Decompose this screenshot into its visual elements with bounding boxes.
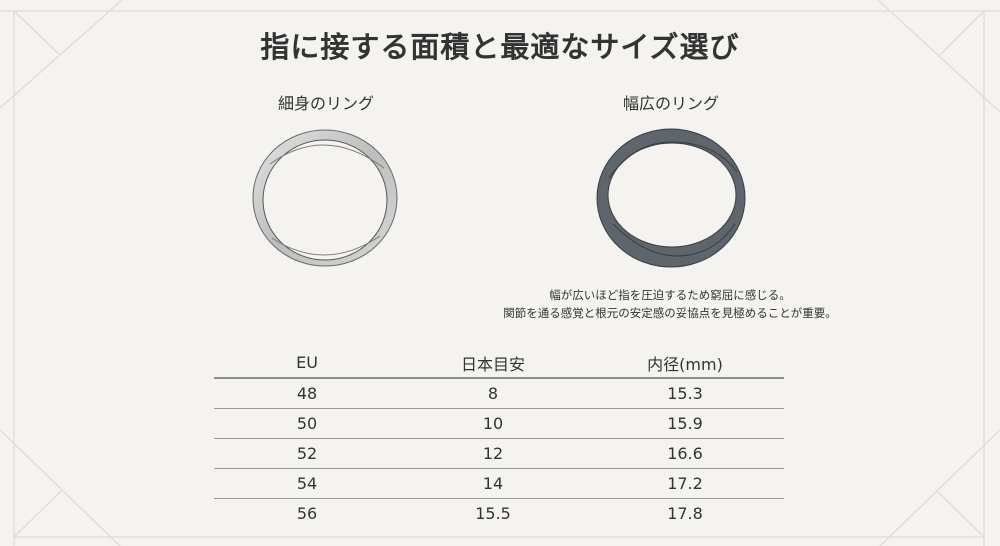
cell-diameter: 17.8 — [667, 504, 703, 523]
cell-eu: 56 — [296, 504, 318, 523]
cell-jp: 8 — [487, 384, 499, 403]
header-diameter: 内径(mm) — [647, 354, 723, 374]
cell-eu: 52 — [296, 444, 318, 463]
header-eu: EU — [296, 353, 318, 372]
cell-diameter: 16.6 — [667, 444, 703, 463]
cell-jp: 10 — [482, 414, 504, 433]
cell-jp: 15.5 — [475, 504, 511, 523]
cell-eu: 48 — [296, 384, 318, 403]
table-row: 52 12 16.6 — [214, 439, 784, 469]
cell-eu: 50 — [296, 414, 318, 433]
cell-eu: 54 — [296, 474, 318, 493]
note-line-1: 幅が広いほど指を圧迫するため窮屈に感じる。 — [549, 288, 791, 302]
cell-diameter: 15.3 — [667, 384, 703, 403]
ring-width-note: 幅が広いほど指を圧迫するため窮屈に感じる。 関節を通る感覚と根元の安定感の妥協点… — [470, 286, 870, 322]
table-header-row: EU 日本目安 内径(mm) — [214, 348, 784, 379]
cell-diameter: 15.9 — [667, 414, 703, 433]
cell-jp: 14 — [482, 474, 504, 493]
table-row: 50 10 15.9 — [214, 409, 784, 439]
page-title: 指に接する面積と最適なサイズ選び — [260, 30, 740, 64]
cell-jp: 12 — [482, 444, 504, 463]
header-jp: 日本目安 — [460, 354, 525, 374]
table-row: 48 8 15.3 — [214, 379, 784, 409]
wide-ring-icon — [596, 128, 746, 268]
table-row: 54 14 17.2 — [214, 469, 784, 499]
note-line-2: 関節を通る感覚と根元の安定感の妥協点を見極めることが重要。 — [503, 306, 837, 320]
thin-ring-icon — [252, 129, 398, 267]
cell-diameter: 17.2 — [667, 474, 703, 493]
table-row: 56 15.5 17.8 — [214, 499, 784, 528]
wide-ring-label: 幅広のリング — [622, 94, 719, 113]
thin-ring-label: 細身のリング — [277, 94, 374, 113]
size-table: EU 日本目安 内径(mm) 48 8 15.3 50 10 15.9 52 1… — [214, 348, 784, 528]
